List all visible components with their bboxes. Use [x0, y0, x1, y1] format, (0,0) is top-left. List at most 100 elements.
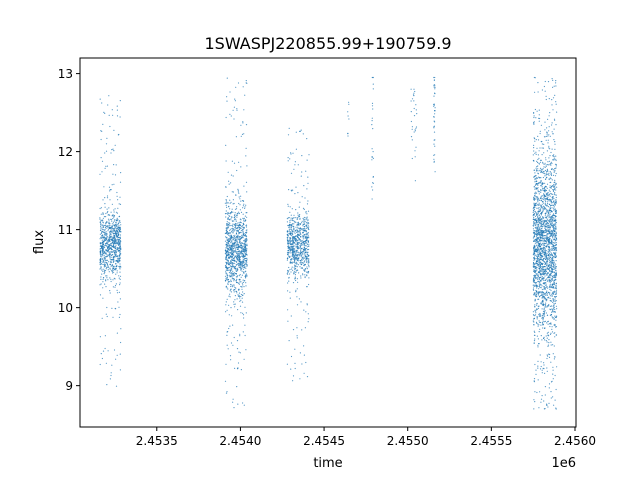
data-point	[238, 211, 240, 213]
data-point	[555, 249, 558, 251]
data-point	[111, 259, 113, 261]
data-point	[554, 219, 556, 221]
data-point	[533, 232, 536, 234]
data-point	[556, 186, 558, 188]
data-point	[113, 229, 115, 231]
data-point	[225, 269, 227, 271]
data-point	[238, 262, 240, 264]
data-point	[235, 86, 237, 88]
data-point	[100, 266, 102, 268]
data-point	[304, 242, 306, 244]
data-point	[245, 247, 247, 249]
data-point	[541, 267, 543, 270]
data-point	[549, 250, 551, 253]
data-point	[551, 295, 553, 297]
data-point	[225, 210, 227, 212]
data-point	[232, 252, 234, 254]
data-point	[433, 95, 435, 97]
data-point	[240, 247, 243, 249]
data-point	[119, 353, 121, 355]
data-point	[232, 257, 234, 259]
data-point	[229, 91, 231, 93]
data-point	[105, 268, 107, 270]
data-point	[535, 273, 537, 275]
data-point	[306, 271, 308, 273]
data-point	[535, 184, 537, 186]
data-point	[371, 159, 373, 161]
data-point	[234, 100, 236, 102]
data-point	[536, 170, 538, 172]
data-point	[538, 267, 540, 269]
data-point	[536, 207, 538, 209]
data-point	[233, 162, 236, 164]
data-point	[226, 221, 228, 223]
data-point	[297, 235, 299, 237]
data-point	[536, 275, 539, 277]
data-point	[119, 116, 121, 118]
data-point	[414, 180, 416, 182]
data-point	[539, 204, 541, 206]
data-point	[244, 235, 246, 237]
data-point	[555, 244, 557, 246]
data-point	[540, 180, 543, 182]
data-point	[305, 224, 307, 227]
data-point	[302, 238, 304, 240]
data-point	[119, 181, 122, 183]
data-point	[118, 258, 120, 260]
data-point	[550, 164, 552, 166]
data-point	[545, 255, 547, 257]
data-point	[118, 242, 120, 244]
data-point	[111, 271, 113, 273]
data-point	[245, 254, 247, 256]
data-point	[301, 329, 303, 331]
data-point	[543, 311, 546, 313]
data-point	[110, 251, 112, 253]
data-point	[231, 315, 233, 317]
data-point	[542, 322, 544, 324]
data-point	[238, 233, 240, 235]
data-point	[104, 263, 106, 265]
data-point	[549, 273, 551, 275]
data-point	[554, 254, 556, 256]
data-point	[300, 129, 302, 131]
data-point	[287, 282, 289, 284]
data-point	[533, 208, 536, 211]
data-point	[225, 257, 227, 259]
data-point	[246, 274, 248, 276]
data-point	[550, 217, 552, 219]
data-point	[238, 246, 240, 248]
data-point	[541, 236, 544, 238]
data-point	[243, 286, 245, 288]
data-point	[303, 372, 305, 374]
data-point	[306, 138, 308, 140]
data-point	[232, 228, 234, 230]
data-point	[301, 242, 303, 244]
data-point	[120, 231, 122, 233]
data-point	[226, 287, 228, 289]
data-point	[543, 225, 545, 227]
data-point	[540, 171, 542, 173]
data-point	[538, 227, 540, 229]
data-point	[110, 238, 112, 241]
data-point	[294, 265, 296, 267]
data-point	[543, 195, 546, 197]
data-point	[244, 280, 246, 282]
data-point	[552, 200, 555, 202]
data-point	[119, 278, 121, 280]
data-point	[110, 374, 112, 377]
data-point	[415, 146, 417, 148]
data-point	[548, 130, 550, 132]
data-point	[225, 144, 227, 146]
data-point	[533, 144, 535, 146]
data-point	[549, 284, 551, 286]
data-point	[228, 248, 230, 251]
data-point	[549, 353, 551, 356]
data-point	[229, 276, 231, 278]
data-point	[299, 239, 301, 241]
data-point	[552, 266, 554, 268]
data-point	[546, 337, 548, 339]
data-point	[231, 284, 233, 286]
data-point	[295, 148, 297, 150]
data-point	[555, 408, 557, 410]
data-point	[533, 123, 535, 125]
